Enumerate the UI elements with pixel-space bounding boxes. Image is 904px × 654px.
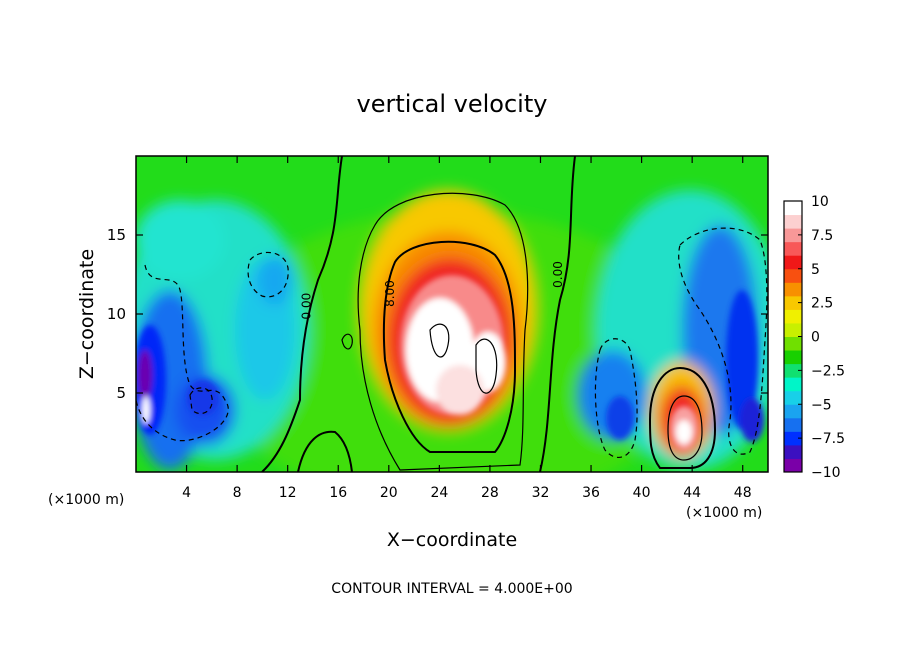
contour-zero-left: [261, 156, 343, 472]
x-tick-label: 44: [683, 485, 701, 501]
contour-label: 0.00: [299, 293, 313, 320]
plot-area: 0.00 8.00 0.00: [136, 156, 768, 472]
deep-blue-mid-right: [606, 396, 634, 440]
x-tick-label: 48: [734, 485, 752, 501]
colorbar-tick-label: 10: [811, 194, 829, 210]
white-core-left: [142, 396, 150, 424]
x-tick-label: 20: [380, 485, 398, 501]
purple-core-left: [138, 350, 152, 400]
colorbar-segment: [784, 336, 802, 351]
x-tick-label: 12: [279, 485, 297, 501]
contour-neg-mid-right: [594, 338, 638, 458]
x-unit-left: (×1000 m): [48, 492, 124, 508]
colorbar-segment: [784, 268, 802, 283]
contour-interval-footer: CONTOUR INTERVAL = 4.000E+00: [331, 581, 572, 597]
colorbar-segment: [784, 377, 802, 392]
colorbar-segment: [784, 404, 802, 419]
contour-zero-right: [539, 156, 576, 472]
x-tick-label: 24: [430, 485, 448, 501]
colorbar-segment: [784, 390, 802, 405]
colorbar-tick-label: −5: [811, 397, 832, 413]
field-details: [136, 275, 764, 450]
contour-label: 0.00: [551, 261, 565, 288]
contour-neg-left-core: [189, 387, 213, 415]
x-unit-right: (×1000 m): [686, 505, 762, 521]
x-tick-label: 36: [582, 485, 600, 501]
colorbar-tick-label: −7.5: [811, 431, 845, 447]
blue-region-patch-1: [257, 255, 293, 305]
updraft-right-white: [676, 420, 692, 444]
colorbar-tick-label: 0: [811, 330, 820, 346]
colorbar-tick-label: 2.5: [811, 296, 833, 312]
colorbar-segment: [784, 295, 802, 310]
colorbar-segment: [784, 350, 802, 365]
colorbar-segment: [784, 241, 802, 256]
chart-title: vertical velocity: [357, 90, 548, 118]
cyan-region-left-upper: [136, 200, 225, 280]
x-axis-title: X−coordinate: [387, 529, 517, 551]
colorbar-segment: [784, 201, 802, 216]
deep-blue-right-2: [740, 398, 764, 442]
x-tick-label: 28: [481, 485, 499, 501]
colorbar-segment: [784, 444, 802, 459]
x-axis: 4 8 12 16 20 24 28 32 36 40 44 48: [182, 156, 752, 501]
contour-inner-1: [429, 323, 450, 358]
y-tick-label: 10: [107, 305, 126, 323]
colorbar-segment: [784, 431, 802, 446]
contour-right-updraft-outer: [648, 366, 717, 469]
contour-4-updraft: [357, 192, 529, 471]
contour-8-updraft: [382, 240, 517, 453]
contour-neg-left-2: [247, 251, 289, 298]
colorbar: 10 7.5 5 2.5 0 −2.5 −5 −7.5 −10: [783, 194, 845, 481]
contour-small-loop: [341, 333, 353, 350]
contour-labels: 0.00 8.00 0.00: [299, 261, 565, 319]
colorbar-tick-label: −10: [811, 465, 841, 481]
y-tick-label: 5: [116, 384, 126, 402]
y-tick-label: 15: [107, 226, 126, 244]
x-tick-label: 16: [329, 485, 347, 501]
colorbar-segment: [784, 255, 802, 270]
colorbar-segment: [784, 417, 802, 432]
colorbar-segment: [784, 282, 802, 297]
deep-blue-left-2: [187, 380, 219, 416]
colorbar-tick-label: 7.5: [811, 228, 833, 244]
x-tick-label: 40: [633, 485, 651, 501]
deep-blue-right: [726, 290, 758, 430]
contour-inner-2: [475, 338, 498, 394]
y-axis: 5 10 15: [107, 226, 768, 402]
contour-label: 8.00: [383, 280, 397, 307]
contour-neg-left: [136, 264, 229, 442]
colorbar-segment: [784, 458, 802, 473]
colorbar-segment: [784, 363, 802, 378]
colorbar-tick-label: −2.5: [811, 363, 845, 379]
x-tick-label: 8: [233, 485, 242, 501]
colorbar-segment: [784, 228, 802, 243]
colorbar-segment: [784, 309, 802, 324]
colorbar-tick-label: 5: [811, 262, 820, 278]
updraft-white-3: [436, 365, 484, 415]
colorbar-segment: [784, 322, 802, 337]
contour-bottom-loop: [297, 430, 353, 472]
x-tick-label: 32: [532, 485, 550, 501]
colorbar-segment: [784, 214, 802, 229]
contour-right-updraft-inner: [667, 395, 703, 461]
y-axis-title: Z−coordinate: [76, 249, 98, 379]
x-tick-label: 4: [182, 485, 191, 501]
contour-lines: [136, 156, 768, 472]
